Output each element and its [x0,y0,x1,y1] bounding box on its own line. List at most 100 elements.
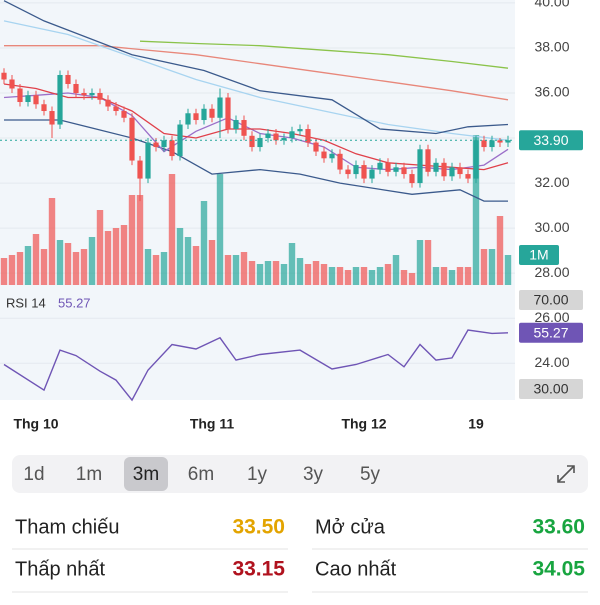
x-tick-label: Thg 11 [190,416,235,432]
rsi-tick-tag-bg [519,379,583,400]
y-tick-label: 38.00 [534,39,569,55]
expand-icon[interactable] [557,465,575,483]
volume-bar [40,249,48,285]
volume-bar [472,135,480,285]
volume-bar [72,252,80,285]
period-tab[interactable]: 3y [303,464,324,485]
candle-body [65,74,71,84]
volume-bar [88,237,96,285]
candle-body [401,167,407,175]
period-tab[interactable]: 5y [360,464,381,485]
candle-body [433,162,439,172]
stat-label: Mở cửa [315,516,386,538]
volume-bar [504,255,512,285]
rsi-tick-tag: 70.00 [533,292,568,308]
stat-label: Tham chiếu [15,516,120,538]
candle-body [33,95,39,105]
period-tab[interactable]: 1d [23,464,44,485]
volume-bar [328,267,336,285]
volume-bar [24,246,32,285]
period-tab[interactable]: 1m [76,464,102,485]
y-tick-label: 30.00 [534,219,569,235]
volume-bar [256,264,264,285]
volume-bar [168,174,176,285]
candle-body [465,174,471,179]
period-tab[interactable]: 6m [188,464,214,485]
volume-bar [80,249,88,285]
volume-bar [248,261,256,285]
candle-body [393,167,399,172]
volume-bar [200,201,208,285]
y-tick-label: 28.00 [534,264,569,280]
volume-bar [424,240,432,285]
volume-bar [280,264,288,285]
x-tick-label: Thg 10 [13,416,58,432]
candle-body [105,99,111,107]
volume-bar [56,240,64,285]
candle-body [409,174,415,184]
volume-bar [224,255,232,285]
volume-bar [488,249,496,285]
indicator-line [3,20,509,141]
volume-bar [16,252,24,285]
volume-bar [192,246,200,285]
candle-body [129,117,135,161]
volume-bar [448,270,456,285]
candle-body [217,97,223,118]
volume-bar [312,261,320,285]
candle-body [297,129,303,132]
candle-body [305,129,311,143]
volume-bar [32,234,40,285]
volume-bar [456,267,464,285]
candle-body [481,140,487,148]
candle-body [49,111,55,125]
candle-body [137,160,143,179]
period-tab[interactable]: 1y [247,464,268,485]
stat-value: 34.05 [532,558,585,581]
y-tick-label: 36.00 [534,84,569,100]
candle-body [161,140,167,148]
period-tab[interactable]: 3m [133,464,159,485]
candle-body [361,165,367,179]
candle-body [193,113,199,121]
stat-label: Cao nhất [315,558,397,580]
candle-body [225,97,231,130]
volume-bar [48,198,56,285]
volume-bar [296,258,304,285]
volume-bar [440,267,448,285]
volume-bar [264,261,272,285]
candle-body [281,138,287,141]
candle-body [249,135,255,148]
candle-body [369,169,375,179]
volume-tag-bg [519,245,559,265]
volume-bar [416,240,424,285]
candle-body [185,113,191,125]
indicator-line [3,92,509,171]
candle-body [489,140,495,148]
last-price-tag: 33.90 [533,132,568,148]
volume-bar [176,228,184,285]
candle-body [81,93,87,96]
volume-bar [184,237,192,285]
candle-body [17,88,23,103]
y-tick-label: 26.00 [534,309,569,325]
candle-body [57,74,63,125]
candle-body [473,140,479,179]
candle-body [329,153,335,159]
indicator-line [139,40,509,69]
volume-bar [376,267,384,285]
volume-bar [288,243,296,285]
volume-bar [408,273,416,285]
volume-bar [232,255,240,285]
candle-body [313,142,319,152]
candle-body [449,167,455,177]
volume-bar [8,255,16,285]
candle-body [417,149,423,184]
candle-body [153,142,159,148]
candle-body [121,111,127,118]
candle-body [273,133,279,141]
stat-value: 33.60 [532,516,585,539]
volume-bar [368,270,376,285]
